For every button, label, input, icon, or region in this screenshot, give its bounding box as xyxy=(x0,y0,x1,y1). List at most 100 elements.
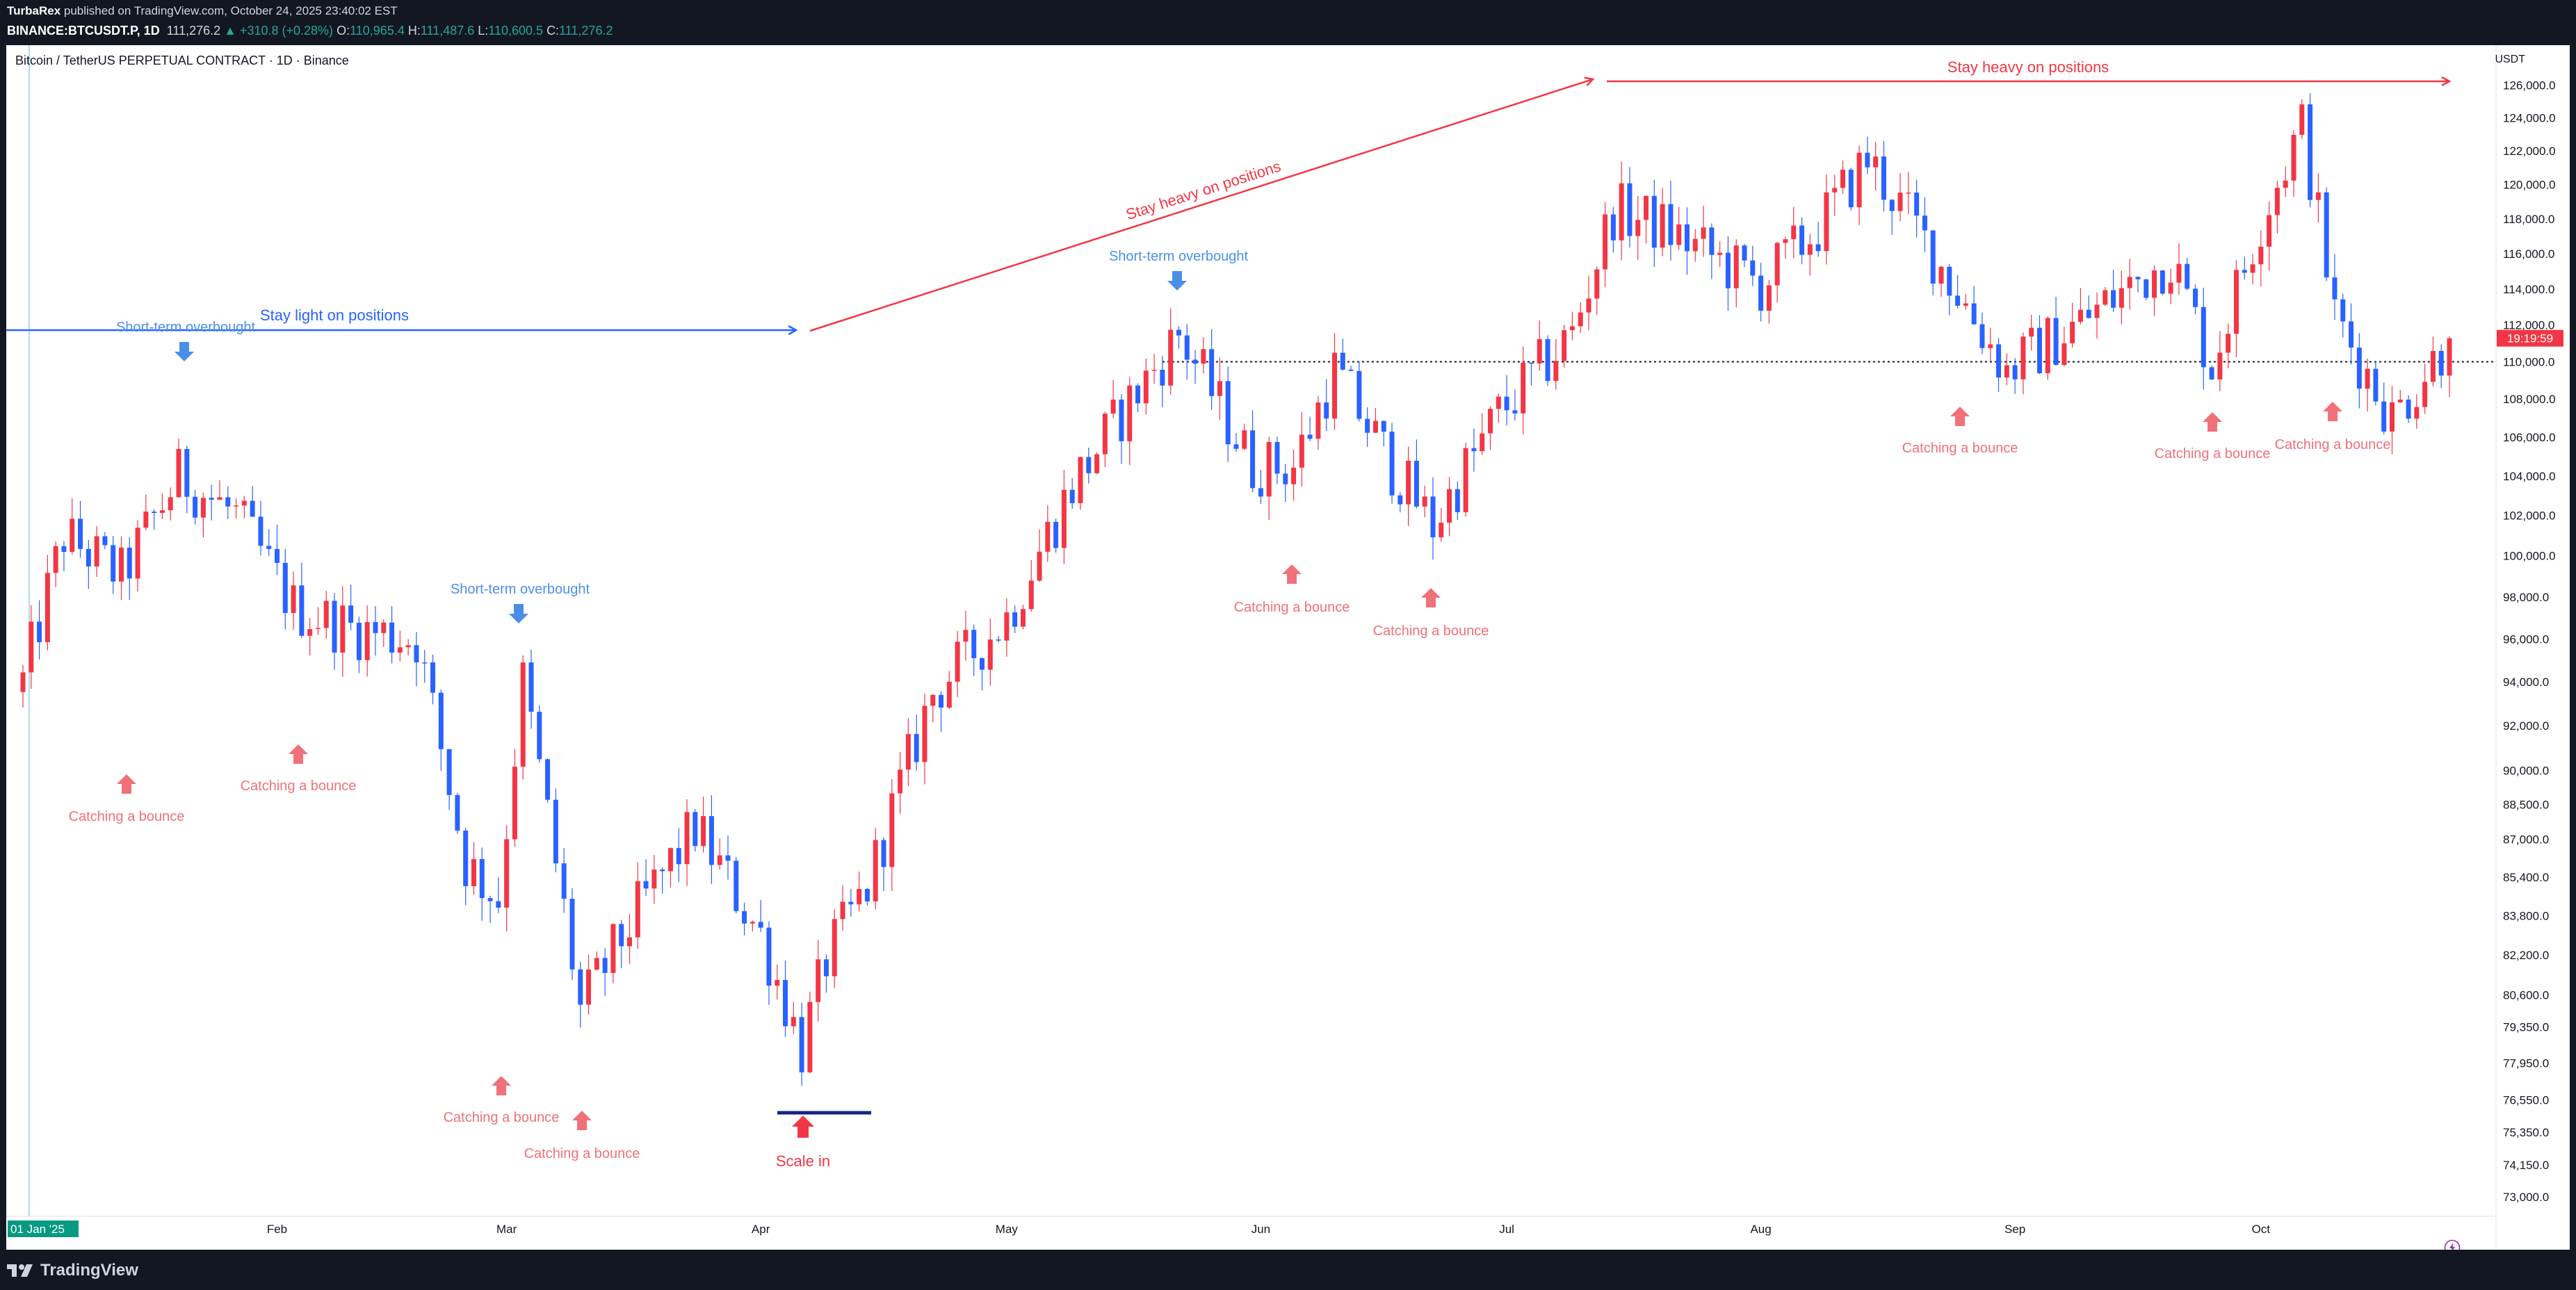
candle-body xyxy=(1340,352,1345,370)
candle-body xyxy=(898,769,903,794)
candle-body xyxy=(1791,225,1797,240)
footer-bar: TradingView xyxy=(0,1250,2576,1290)
candle-body xyxy=(471,858,476,887)
arrow-up-icon xyxy=(2323,402,2342,421)
candle-body xyxy=(37,621,42,642)
candle-body xyxy=(2422,382,2428,407)
x-tick-label: May xyxy=(996,1223,1019,1236)
candle-body xyxy=(857,888,862,905)
candle-body xyxy=(1250,430,1256,489)
candle-body xyxy=(1102,414,1108,455)
candle-body xyxy=(1774,243,1780,286)
y-tick-label: 83,800.0 xyxy=(2503,910,2549,923)
candle-body xyxy=(2004,365,2009,378)
x-tick-label: Feb xyxy=(267,1223,287,1236)
candle-body xyxy=(528,662,534,712)
candle-body xyxy=(504,839,510,908)
candle-body xyxy=(2135,277,2141,279)
y-tick-label: 116,000.0 xyxy=(2503,247,2554,261)
candle-body xyxy=(905,734,911,770)
annotation-label: Stay heavy on positions xyxy=(1124,157,1283,223)
annotation-label: Stay light on positions xyxy=(260,307,409,324)
candle-body xyxy=(2020,336,2026,379)
candle-body xyxy=(2086,309,2091,318)
candle-body xyxy=(193,496,198,518)
candle-body xyxy=(2217,352,2223,379)
candle-body xyxy=(1603,214,1608,270)
candle-body xyxy=(2168,282,2173,294)
candle-body xyxy=(78,519,83,549)
y-tick-label: 106,000.0 xyxy=(2503,431,2556,444)
candle-body xyxy=(2053,318,2059,366)
candle-body xyxy=(1291,467,1297,484)
candle-body xyxy=(1176,329,1181,336)
candle-body xyxy=(1889,199,1895,211)
candle-body xyxy=(1676,224,1682,245)
arrow-up-icon xyxy=(492,1076,511,1095)
annotation-label: Catching a bounce xyxy=(241,778,357,794)
candle-body xyxy=(348,605,354,623)
candle-body xyxy=(1692,238,1698,252)
arrow-up-icon xyxy=(572,1111,592,1130)
y-tick-label: 75,350.0 xyxy=(2503,1126,2549,1139)
candle-body xyxy=(430,662,436,693)
candle-body xyxy=(2036,327,2042,373)
annotation-label: Catching a bounce xyxy=(524,1146,640,1161)
candle-body xyxy=(438,692,444,749)
candle-body xyxy=(209,498,214,500)
candle-body xyxy=(651,869,657,889)
candle-body xyxy=(610,924,616,973)
candle-body xyxy=(1897,193,1903,211)
y-tick-label: 85,400.0 xyxy=(2503,871,2549,884)
candle-body xyxy=(1668,204,1674,245)
candle-body xyxy=(102,536,108,546)
annotation-label: Catching a bounce xyxy=(1902,441,2018,456)
candle-body xyxy=(323,601,329,628)
y-tick-label: 122,000.0 xyxy=(2503,145,2556,158)
candle-body xyxy=(922,705,927,762)
annotation-label: Short-term overbought xyxy=(451,582,590,597)
candle-body xyxy=(389,622,395,653)
arrow-up-icon xyxy=(1282,564,1302,584)
chart-frame[interactable]: 126,000.0 124,000.0 122,000.0 120,000.0 118,… xyxy=(6,45,2570,1250)
candle-body xyxy=(1430,496,1436,538)
lightning-icon[interactable] xyxy=(2444,1239,2461,1250)
candle-body xyxy=(823,959,829,977)
candle-body xyxy=(758,922,763,928)
candle-body xyxy=(143,512,149,528)
candle-body xyxy=(520,662,526,767)
candle-body xyxy=(1963,303,1968,306)
candle-body xyxy=(1012,612,1018,627)
author-name[interactable]: TurbaRex xyxy=(7,4,61,17)
price-chart[interactable]: 126,000.0 124,000.0 122,000.0 120,000.0 118,… xyxy=(6,45,2570,1250)
currency-unit[interactable]: USDT xyxy=(2495,54,2525,65)
candle-body xyxy=(266,546,272,549)
candle-body xyxy=(1742,245,1747,261)
candle-body xyxy=(676,848,681,865)
candle-body xyxy=(2127,277,2132,288)
candle-body xyxy=(2045,318,2050,373)
x-tick-label: 01 Jan '25 xyxy=(10,1223,65,1236)
chart-symbol-title: Bitcoin / TetherUS PERPETUAL CONTRACT · … xyxy=(15,54,349,67)
candle-body xyxy=(2340,299,2346,322)
candle-body xyxy=(1274,441,1280,474)
tradingview-logo[interactable]: TradingView xyxy=(7,1261,138,1280)
candle-body xyxy=(1045,521,1051,552)
candle-body xyxy=(578,969,583,1005)
candle-body xyxy=(832,919,837,977)
y-tick-label: 124,000.0 xyxy=(2503,111,2556,124)
candle-body xyxy=(315,628,321,630)
candle-body xyxy=(1824,192,1829,252)
tradingview-logo-icon xyxy=(7,1264,33,1277)
x-tick-label: Oct xyxy=(2252,1223,2271,1236)
candle-body xyxy=(2111,290,2116,308)
annotation-label: Scale in xyxy=(776,1152,830,1170)
candle-body xyxy=(1422,496,1427,507)
arrow-up-icon xyxy=(117,774,136,794)
candle-body xyxy=(2029,327,2034,337)
arrow-down-icon xyxy=(175,342,194,361)
candle-body xyxy=(1562,330,1567,361)
candle-body xyxy=(1865,152,1870,168)
candle-body xyxy=(545,759,551,800)
candle-body xyxy=(250,500,255,517)
